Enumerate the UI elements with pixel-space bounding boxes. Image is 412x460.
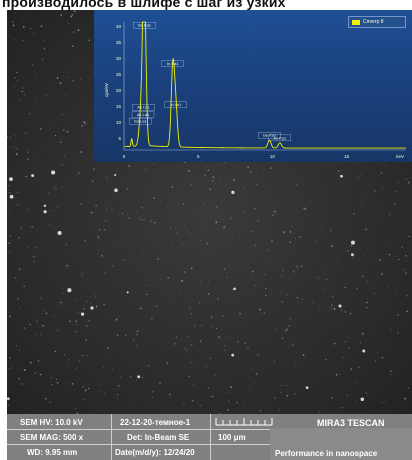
column-separator — [111, 414, 112, 460]
sem-data-bar: SEM HV: 10.0 kV SEM MAG: 500 x WD: 9.95 … — [7, 414, 412, 460]
peak-label-box — [133, 22, 156, 29]
caption-text: производилось в шлифе с шаг из узких — [2, 0, 286, 10]
x-tick-label: 0 — [123, 154, 126, 159]
peak-label: As Lb1 — [137, 105, 150, 110]
x-tick-label: 15 — [344, 154, 350, 159]
brand-slogan: Performance in nanospace — [275, 449, 378, 458]
date-value: Date(m/d/y): 12/24/20 — [115, 448, 195, 457]
y-tick-label: 10 — [116, 120, 122, 125]
y-tick-label: 35 — [116, 40, 122, 45]
peak-label: As La1 — [137, 112, 150, 117]
magnification-value: SEM MAG: 500 x — [20, 433, 84, 442]
y-tick-label: 20 — [116, 88, 122, 93]
row-separator — [7, 429, 270, 430]
spectrum-trace — [124, 21, 406, 149]
detector-value: Det: In-Beam SE — [127, 433, 190, 442]
x-tick-label: 10 — [270, 154, 276, 159]
hv-value: SEM HV: 10.0 kV — [20, 418, 83, 427]
peak-label-box — [258, 132, 281, 139]
x-tick-label: 5 — [197, 154, 200, 159]
peak-label: Ga La1 — [134, 119, 148, 124]
brand-area — [270, 428, 412, 460]
spectrum-plot: 40 35 30 25 20 15 10 5 cps/eV 0 5 10 15 keV In Ka1 Se K… — [104, 21, 406, 159]
x-unit-label: keV — [396, 154, 404, 159]
peak-label-box — [164, 101, 187, 108]
scale-label: 100 μm — [218, 433, 246, 442]
top-caption: производилось в шлифе с шаг из узких — [0, 0, 412, 10]
scale-bar — [215, 418, 273, 426]
row-separator — [7, 444, 270, 445]
spectrum-legend: Спектр 8 — [348, 16, 406, 28]
peak-label-box — [129, 118, 152, 125]
sem-texture — [7, 10, 412, 414]
working-distance-value: WD: 9.95 mm — [27, 448, 78, 457]
peak-label-box — [161, 60, 184, 67]
y-axis-label: cps/eV — [104, 83, 109, 97]
peak-label-box — [131, 111, 155, 118]
peak-label-box — [268, 134, 291, 142]
peak-label-box — [132, 104, 155, 111]
peak-label: In Ka1 — [167, 61, 179, 66]
peak-label: In Lb1 — [170, 102, 182, 107]
eds-spectrum: 40 35 30 25 20 15 10 5 cps/eV 0 5 10 15 keV In Ka1 Se K… — [94, 10, 412, 162]
view-name: 22-12-20-темное-1 — [120, 418, 191, 427]
legend-swatch — [352, 19, 360, 25]
peak-label: Ge Ka1 — [263, 133, 277, 138]
y-tick-label: 30 — [116, 56, 122, 61]
peak-label: As Ka1 — [273, 135, 287, 140]
legend-label: Спектр 8 — [363, 19, 384, 25]
column-separator — [210, 414, 211, 460]
y-tick-label: 25 — [116, 72, 122, 77]
y-tick-label: 15 — [116, 104, 122, 109]
y-tick-label: 5 — [118, 136, 121, 141]
brand-name: MIRA3 TESCAN — [317, 418, 385, 428]
peak-label: Se Ka1 — [138, 23, 152, 28]
y-tick-label: 40 — [116, 24, 122, 29]
